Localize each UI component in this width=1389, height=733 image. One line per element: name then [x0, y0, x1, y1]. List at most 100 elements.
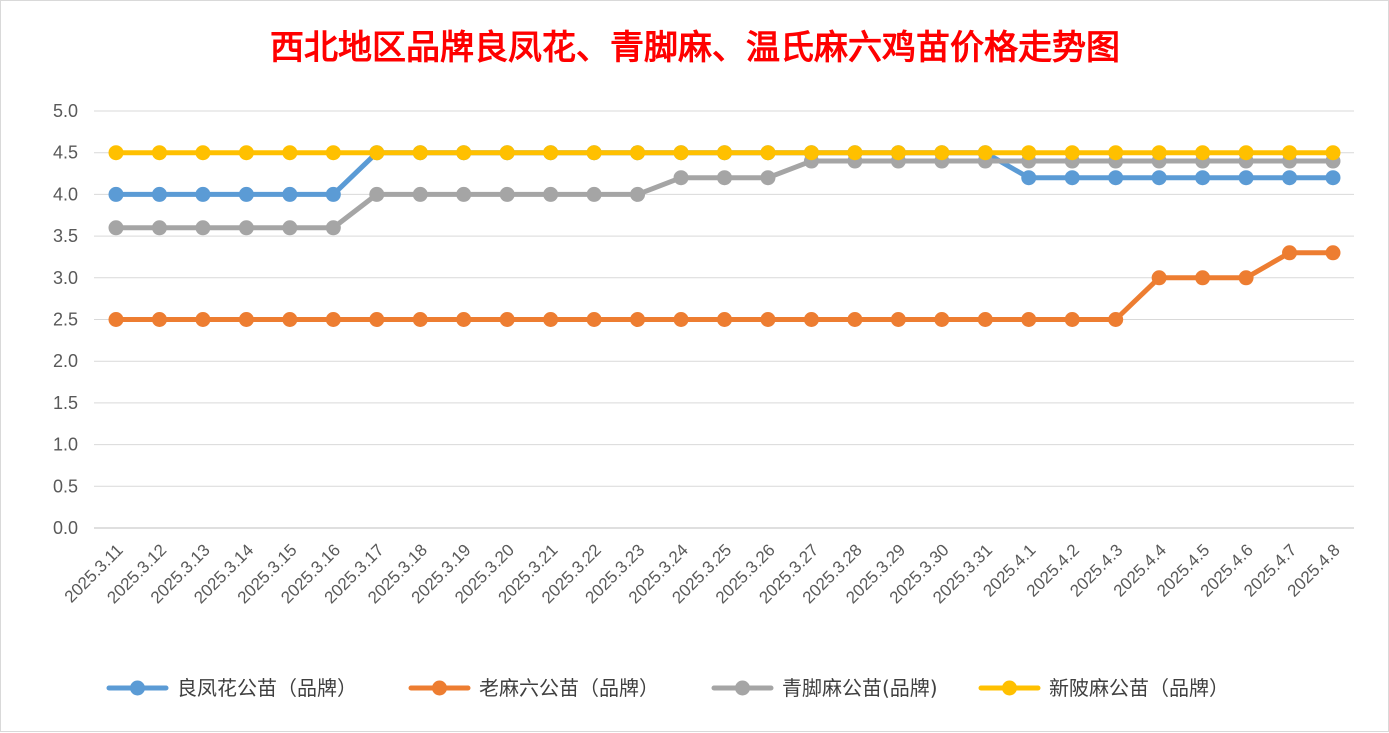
- data-point: [282, 220, 298, 236]
- data-point: [238, 186, 254, 202]
- data-point: [499, 186, 515, 202]
- data-point: [1195, 170, 1211, 186]
- data-point: [456, 145, 472, 161]
- data-point: [1021, 312, 1037, 327]
- legend-item-1: 良凤花公苗（品牌）: [106, 676, 357, 700]
- data-point: [151, 145, 167, 161]
- legend-marker: [130, 680, 145, 696]
- legend-label: 老麻六公苗（品牌）: [479, 676, 659, 700]
- data-point: [847, 312, 863, 327]
- data-point: [195, 186, 211, 202]
- data-point: [282, 312, 298, 327]
- data-point: [151, 220, 167, 236]
- data-point: [282, 186, 298, 202]
- data-point: [543, 145, 559, 161]
- legend-marker: [735, 680, 750, 696]
- data-point: [499, 312, 515, 327]
- data-point: [325, 186, 341, 202]
- data-point: [151, 312, 167, 327]
- data-point: [1151, 270, 1167, 286]
- data-point: [1282, 170, 1298, 186]
- y-axis-ticks: 0.0 0.5 1.0 1.5 2.0 2.5 3.0 3.5 4.0 4.5 5.0: [53, 101, 78, 538]
- data-point: [1108, 312, 1124, 327]
- legend-item-3: 青脚麻公苗(品牌): [711, 676, 938, 700]
- data-point: [717, 145, 732, 161]
- data-point: [673, 145, 689, 161]
- data-point: [1064, 170, 1080, 186]
- y-tick-label: 0.5: [53, 476, 78, 496]
- legend: 良凤花公苗（品牌） 老麻六公苗（品牌） 青脚麻公苗(品牌) 新陂麻公苗（品牌）: [106, 676, 1229, 700]
- data-point: [1238, 145, 1254, 161]
- data-point: [499, 145, 515, 161]
- data-point: [1325, 170, 1341, 186]
- data-point: [934, 145, 950, 161]
- data-point: [1021, 145, 1037, 161]
- series-2: [108, 245, 1341, 327]
- data-point: [1021, 170, 1037, 186]
- data-point: [1108, 145, 1124, 161]
- data-point: [717, 170, 732, 186]
- y-tick-label: 4.0: [53, 184, 78, 204]
- data-point: [760, 170, 776, 186]
- data-point: [282, 145, 298, 161]
- data-point: [673, 312, 689, 327]
- legend-item-4: 新陂麻公苗（品牌）: [978, 676, 1229, 700]
- data-point: [586, 186, 602, 202]
- data-point: [1151, 170, 1167, 186]
- y-tick-label: 2.5: [53, 310, 78, 330]
- y-tick-label: 4.5: [53, 143, 78, 163]
- data-point: [369, 186, 385, 202]
- y-tick-label: 1.0: [53, 435, 78, 455]
- data-point: [977, 312, 993, 327]
- data-point: [1325, 245, 1341, 261]
- data-point: [1151, 145, 1167, 161]
- data-point: [890, 312, 906, 327]
- legend-label: 青脚麻公苗(品牌): [782, 676, 938, 700]
- data-point: [108, 220, 124, 236]
- data-point: [1064, 312, 1080, 327]
- data-point: [195, 312, 211, 327]
- chart-title: 西北地区品牌良凤花、青脚麻、温氏麻六鸡苗价格走势图: [270, 28, 1120, 68]
- data-point: [586, 145, 602, 161]
- data-point: [412, 186, 428, 202]
- data-point: [195, 145, 211, 161]
- data-point: [1195, 145, 1211, 161]
- data-point: [890, 145, 906, 161]
- data-point: [238, 312, 254, 327]
- legend-label: 良凤花公苗（品牌）: [177, 676, 357, 700]
- y-tick-label: 3.0: [53, 268, 78, 288]
- data-point: [369, 312, 385, 327]
- legend-marker: [1002, 680, 1017, 696]
- data-point: [977, 145, 993, 161]
- data-point: [630, 145, 646, 161]
- data-point: [238, 220, 254, 236]
- series-4: [108, 145, 1341, 161]
- data-point: [1282, 245, 1298, 261]
- data-point: [934, 312, 950, 327]
- data-point: [630, 186, 646, 202]
- data-point: [108, 186, 124, 202]
- data-point: [151, 186, 167, 202]
- data-point: [108, 312, 124, 327]
- series-layer: [108, 145, 1341, 327]
- data-point: [1064, 145, 1080, 161]
- data-point: [543, 186, 559, 202]
- data-point: [195, 220, 211, 236]
- data-point: [1282, 145, 1298, 161]
- x-axis-ticks: 2025.3.112025.3.122025.3.132025.3.142025…: [61, 540, 1344, 607]
- data-point: [630, 312, 646, 327]
- data-point: [108, 145, 124, 161]
- data-point: [412, 312, 428, 327]
- data-point: [717, 312, 732, 327]
- data-point: [1108, 170, 1124, 186]
- data-point: [543, 312, 559, 327]
- legend-marker: [432, 680, 447, 696]
- legend-item-2: 老麻六公苗（品牌）: [408, 676, 659, 700]
- data-point: [673, 170, 689, 186]
- data-point: [760, 312, 776, 327]
- data-point: [760, 145, 776, 161]
- data-point: [1325, 145, 1341, 161]
- data-point: [456, 186, 472, 202]
